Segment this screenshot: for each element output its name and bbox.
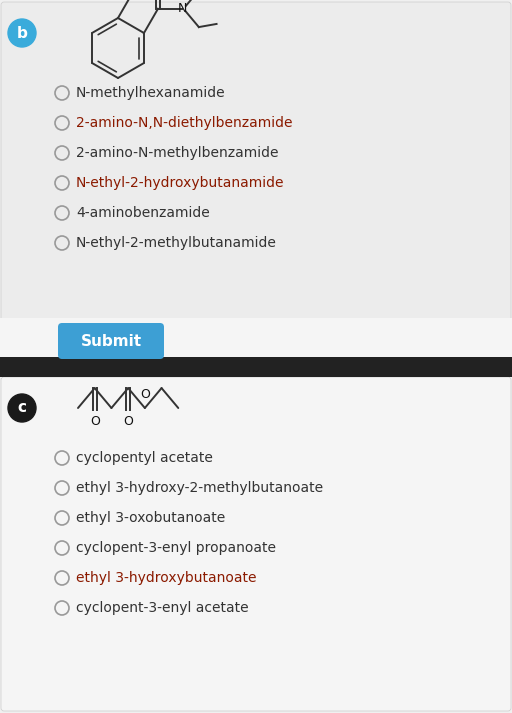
- Text: c: c: [17, 401, 27, 416]
- Text: cyclopent-3-enyl propanoate: cyclopent-3-enyl propanoate: [76, 541, 276, 555]
- Text: cyclopentyl acetate: cyclopentyl acetate: [76, 451, 213, 465]
- Text: O: O: [140, 388, 150, 401]
- Text: Submit: Submit: [80, 334, 141, 349]
- Text: N-methylhexanamide: N-methylhexanamide: [76, 86, 226, 100]
- Text: cyclopent-3-enyl acetate: cyclopent-3-enyl acetate: [76, 601, 249, 615]
- Text: N-ethyl-2-hydroxybutanamide: N-ethyl-2-hydroxybutanamide: [76, 176, 285, 190]
- Circle shape: [8, 19, 36, 47]
- Text: ethyl 3-hydroxy-2-methylbutanoate: ethyl 3-hydroxy-2-methylbutanoate: [76, 481, 323, 495]
- Text: O: O: [90, 415, 100, 428]
- Bar: [0, 318, 512, 358]
- FancyBboxPatch shape: [58, 323, 164, 359]
- Text: ethyl 3-oxobutanoate: ethyl 3-oxobutanoate: [76, 511, 225, 525]
- Circle shape: [8, 394, 36, 422]
- Text: 2-amino-N-methylbenzamide: 2-amino-N-methylbenzamide: [76, 146, 279, 160]
- FancyBboxPatch shape: [1, 377, 511, 711]
- Text: 2-amino-N,N-diethylbenzamide: 2-amino-N,N-diethylbenzamide: [76, 116, 292, 130]
- Text: N: N: [177, 2, 187, 15]
- Text: ethyl 3-hydroxybutanoate: ethyl 3-hydroxybutanoate: [76, 571, 257, 585]
- Text: N-ethyl-2-methylbutanamide: N-ethyl-2-methylbutanamide: [76, 236, 277, 250]
- FancyBboxPatch shape: [1, 2, 511, 326]
- Text: O: O: [123, 415, 133, 428]
- Bar: [0, 357, 512, 377]
- Text: 4-aminobenzamide: 4-aminobenzamide: [76, 206, 210, 220]
- Text: b: b: [16, 26, 28, 41]
